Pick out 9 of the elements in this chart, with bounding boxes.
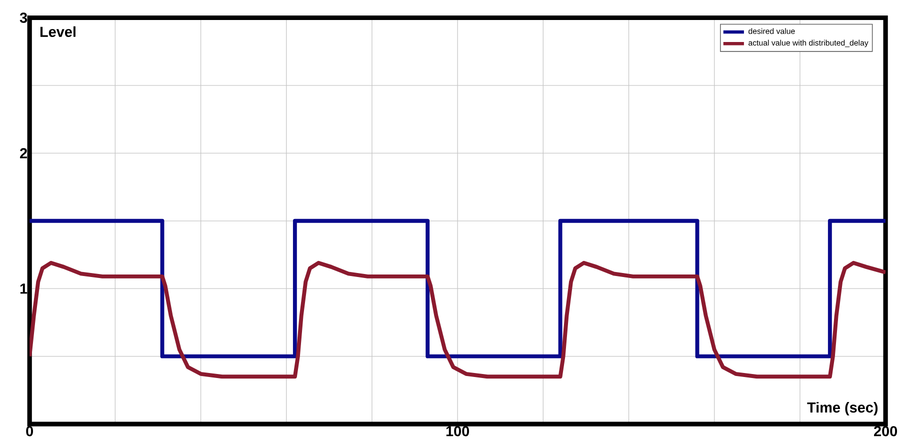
x-tick-label: 100 bbox=[446, 426, 470, 436]
y-tick-label: 2 bbox=[20, 148, 27, 158]
y-axis-title: Level bbox=[40, 26, 76, 38]
x-tick-label: 0 bbox=[26, 426, 34, 436]
x-axis-title: Time (sec) bbox=[807, 402, 878, 416]
y-tick-label: 3 bbox=[20, 12, 28, 24]
line-series bbox=[30, 261, 886, 379]
x-tick-label: 200 bbox=[874, 426, 898, 436]
y-tick-label: 1 bbox=[20, 284, 28, 294]
